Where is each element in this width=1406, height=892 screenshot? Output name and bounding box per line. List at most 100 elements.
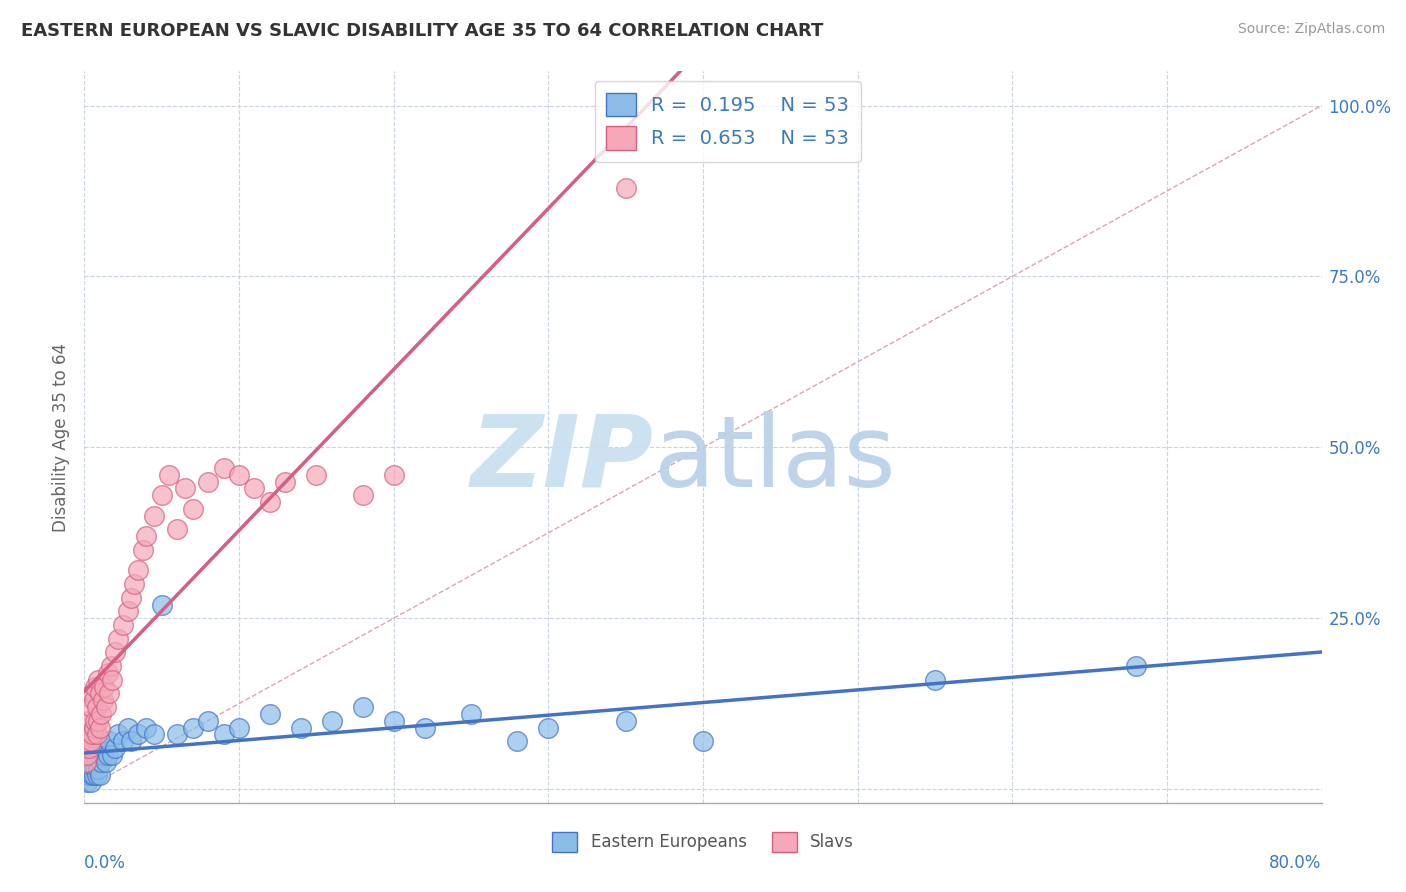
Point bbox=[150, 488, 173, 502]
Point bbox=[159, 467, 180, 482]
Point bbox=[89, 686, 111, 700]
Point bbox=[692, 734, 714, 748]
Point bbox=[79, 734, 101, 748]
Point bbox=[76, 762, 98, 776]
Point bbox=[96, 665, 118, 680]
Point bbox=[79, 700, 101, 714]
Point bbox=[89, 721, 111, 735]
Text: EASTERN EUROPEAN VS SLAVIC DISABILITY AGE 35 TO 64 CORRELATION CHART: EASTERN EUROPEAN VS SLAVIC DISABILITY AG… bbox=[21, 22, 824, 40]
Point bbox=[181, 501, 204, 516]
Point bbox=[87, 673, 110, 687]
Point bbox=[120, 591, 142, 605]
Point bbox=[101, 747, 124, 762]
Point bbox=[122, 577, 145, 591]
Point bbox=[83, 768, 105, 782]
Point bbox=[127, 563, 149, 577]
Point bbox=[228, 721, 250, 735]
Point bbox=[243, 481, 266, 495]
Point bbox=[77, 755, 100, 769]
Point bbox=[87, 762, 110, 776]
Legend: Eastern Europeans, Slavs: Eastern Europeans, Slavs bbox=[544, 823, 862, 860]
Point bbox=[84, 680, 107, 694]
Point bbox=[84, 714, 107, 728]
Point bbox=[135, 721, 157, 735]
Point bbox=[537, 721, 560, 735]
Point bbox=[305, 467, 328, 482]
Point bbox=[107, 727, 129, 741]
Point bbox=[132, 542, 155, 557]
Point bbox=[174, 481, 197, 495]
Point bbox=[104, 645, 127, 659]
Point bbox=[290, 721, 312, 735]
Point bbox=[352, 488, 374, 502]
Point bbox=[166, 522, 188, 536]
Point bbox=[76, 775, 98, 789]
Point bbox=[83, 755, 105, 769]
Point bbox=[87, 714, 110, 728]
Point bbox=[90, 755, 112, 769]
Point bbox=[614, 714, 637, 728]
Point bbox=[98, 686, 121, 700]
Point bbox=[181, 721, 204, 735]
Point bbox=[228, 467, 250, 482]
Point bbox=[212, 460, 235, 475]
Text: Source: ZipAtlas.com: Source: ZipAtlas.com bbox=[1237, 22, 1385, 37]
Point bbox=[83, 693, 105, 707]
Point bbox=[86, 700, 108, 714]
Point bbox=[1125, 659, 1147, 673]
Point bbox=[382, 714, 405, 728]
Point bbox=[197, 475, 219, 489]
Point bbox=[75, 755, 97, 769]
Point bbox=[76, 727, 98, 741]
Point bbox=[82, 768, 104, 782]
Point bbox=[352, 700, 374, 714]
Point bbox=[91, 747, 114, 762]
Point bbox=[259, 495, 281, 509]
Point bbox=[107, 632, 129, 646]
Point bbox=[75, 734, 97, 748]
Point bbox=[274, 475, 297, 489]
Point bbox=[104, 741, 127, 756]
Point bbox=[91, 693, 114, 707]
Point bbox=[112, 734, 135, 748]
Point bbox=[77, 714, 100, 728]
Point bbox=[98, 734, 121, 748]
Point bbox=[94, 700, 117, 714]
Point bbox=[90, 706, 112, 721]
Point bbox=[614, 180, 637, 194]
Point bbox=[135, 529, 157, 543]
Point bbox=[143, 727, 166, 741]
Point bbox=[77, 768, 100, 782]
Point bbox=[83, 721, 105, 735]
Point bbox=[82, 727, 104, 741]
Point bbox=[460, 706, 482, 721]
Point bbox=[94, 755, 117, 769]
Point bbox=[89, 747, 111, 762]
Point bbox=[82, 686, 104, 700]
Point bbox=[82, 747, 104, 762]
Point bbox=[96, 747, 118, 762]
Point bbox=[382, 467, 405, 482]
Point bbox=[101, 673, 124, 687]
Point bbox=[413, 721, 436, 735]
Text: 0.0%: 0.0% bbox=[84, 854, 127, 872]
Point bbox=[76, 747, 98, 762]
Point bbox=[321, 714, 343, 728]
Point bbox=[87, 741, 110, 756]
Point bbox=[506, 734, 529, 748]
Point bbox=[120, 734, 142, 748]
Text: atlas: atlas bbox=[654, 410, 896, 508]
Point bbox=[166, 727, 188, 741]
Point bbox=[93, 680, 115, 694]
Text: ZIP: ZIP bbox=[471, 410, 654, 508]
Point bbox=[93, 741, 115, 756]
Point bbox=[89, 768, 111, 782]
Point bbox=[75, 768, 97, 782]
Point bbox=[79, 775, 101, 789]
Point bbox=[84, 762, 107, 776]
Point bbox=[100, 659, 122, 673]
Text: 80.0%: 80.0% bbox=[1270, 854, 1322, 872]
Point bbox=[143, 508, 166, 523]
Y-axis label: Disability Age 35 to 64: Disability Age 35 to 64 bbox=[52, 343, 70, 532]
Point bbox=[86, 727, 108, 741]
